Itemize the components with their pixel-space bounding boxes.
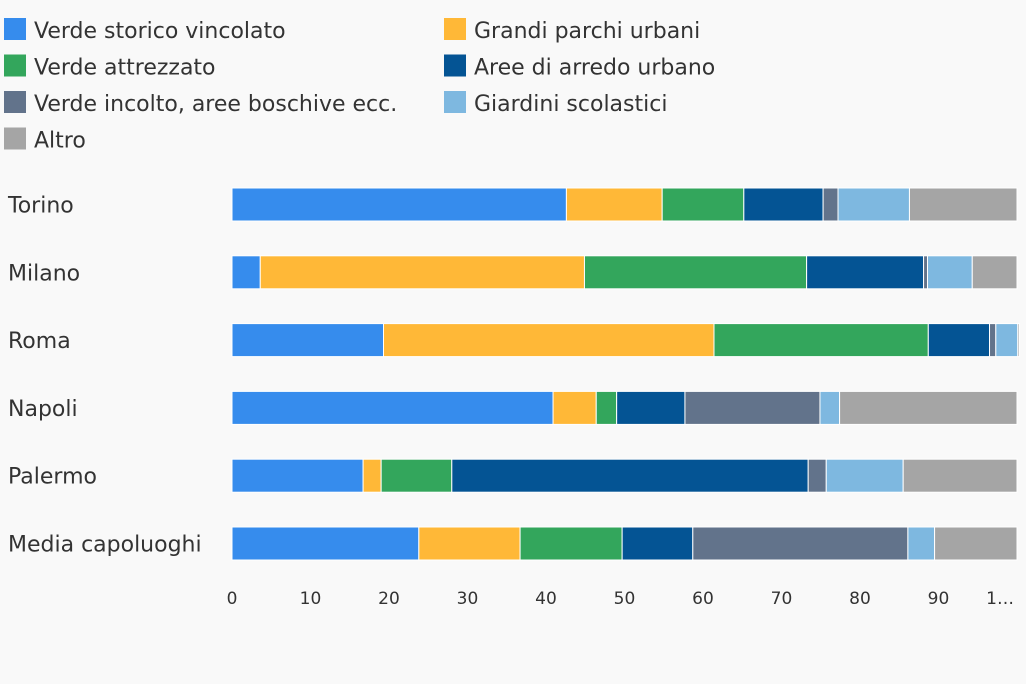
- bar-segment: [902, 458, 1018, 493]
- legend-swatch: [4, 54, 26, 77]
- bar-segment: [971, 255, 1018, 290]
- legend-label: Aree di arredo urbano: [474, 56, 715, 81]
- bar-segment: [989, 323, 997, 358]
- bar-segment: [451, 458, 809, 493]
- bar-segment: [231, 458, 364, 493]
- x-axis: 0 10 20 30 40 50 60 70 80 90 1…: [227, 589, 1014, 609]
- x-tick-label: 50: [614, 589, 636, 609]
- bar-segment: [565, 187, 663, 222]
- bar-segment: [418, 526, 521, 561]
- bar-segment: [907, 526, 936, 561]
- bar-segment: [837, 187, 910, 222]
- legend-label: Verde incolto, aree boschive ecc.: [34, 92, 397, 117]
- legend-swatch: [444, 18, 466, 40]
- bar-segment: [839, 390, 1018, 425]
- bar-segment: [692, 526, 909, 561]
- bar-segment: [231, 526, 420, 561]
- legend-swatch: [444, 91, 466, 113]
- bar-segment: [927, 323, 991, 358]
- category-label: Torino: [7, 194, 74, 219]
- x-tick-label: 0: [227, 589, 238, 609]
- bars: [231, 187, 1020, 561]
- bar-segment: [908, 187, 1018, 222]
- x-tick-label: 60: [692, 589, 714, 609]
- legend-label: Grandi parchi urbani: [474, 19, 700, 44]
- bar-segment: [927, 255, 973, 290]
- category-labels: Torino Milano Roma Napoli Palermo Media capol…: [7, 194, 202, 558]
- legend-label: Giardini scolastici: [474, 92, 667, 117]
- category-label: Media capoluoghi: [8, 533, 202, 558]
- x-tick-label: 80: [849, 589, 871, 609]
- category-label: Palermo: [8, 465, 97, 490]
- x-tick-label: 1…: [986, 589, 1014, 609]
- bar-segment: [807, 458, 827, 493]
- bar-segment: [383, 323, 715, 358]
- bar-segment: [923, 255, 929, 290]
- bar-segment: [616, 390, 686, 425]
- legend-swatch: [4, 91, 26, 113]
- x-tick-label: 30: [457, 589, 479, 609]
- bar-segment: [825, 458, 904, 493]
- x-tick-label: 90: [928, 589, 950, 609]
- legend-swatch: [444, 54, 466, 77]
- bar-segment: [362, 458, 382, 493]
- bar-segment: [380, 458, 453, 493]
- legend-label: Verde attrezzato: [34, 56, 216, 81]
- bar-segment: [595, 390, 618, 425]
- legend-swatch: [4, 127, 26, 150]
- bar-segment: [231, 390, 554, 425]
- bar-segment: [231, 323, 385, 358]
- legend-label: Altro: [34, 129, 86, 154]
- x-tick-label: 20: [378, 589, 400, 609]
- bar-segment: [995, 323, 1019, 358]
- legend-swatch: [4, 18, 26, 40]
- x-tick-label: 40: [535, 589, 557, 609]
- legend-label: Verde storico vincolato: [34, 19, 286, 44]
- bar-segment: [661, 187, 745, 222]
- bar-segment: [621, 526, 694, 561]
- bar-segment: [1017, 323, 1020, 358]
- bar-segment: [583, 255, 808, 290]
- x-tick-label: 70: [771, 589, 793, 609]
- category-label: Roma: [8, 329, 71, 354]
- bar-segment: [231, 255, 261, 290]
- bar-segment: [684, 390, 821, 425]
- bar-segment: [806, 255, 925, 290]
- category-label: Milano: [8, 261, 80, 286]
- bar-segment: [743, 187, 824, 222]
- bar-segment: [819, 390, 841, 425]
- bar-segment: [713, 323, 929, 358]
- bar-segment: [231, 187, 567, 222]
- bar-segment: [552, 390, 597, 425]
- bar-segment: [519, 526, 623, 561]
- x-tick-label: 10: [300, 589, 322, 609]
- bar-segment: [934, 526, 1018, 561]
- category-label: Napoli: [8, 397, 78, 422]
- bar-segment: [822, 187, 839, 222]
- legend: Verde storico vincolato Grandi parchi urb…: [4, 18, 715, 154]
- bar-segment: [259, 255, 585, 290]
